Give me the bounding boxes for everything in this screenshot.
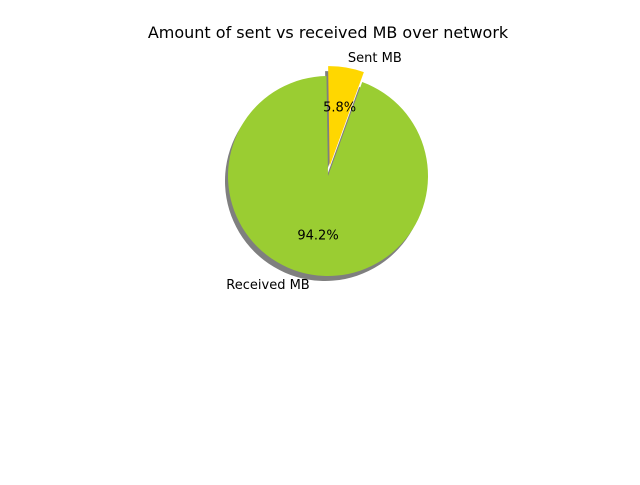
pie-slice-received-mb xyxy=(228,76,428,276)
pie-label-sent-mb: Sent MB xyxy=(348,51,402,66)
chart-title: Amount of sent vs received MB over netwo… xyxy=(148,23,509,42)
slice-layer xyxy=(228,66,428,276)
pie-slice-sent-mb xyxy=(328,66,364,167)
pie-pct-label-sent-mb: 5.8% xyxy=(323,100,356,115)
pie-label-received-mb: Received MB xyxy=(226,278,309,293)
label-layer: 5.8% Sent MB 94.2% Received MB xyxy=(226,51,401,293)
pie-pct-label-received-mb: 94.2% xyxy=(297,229,338,244)
